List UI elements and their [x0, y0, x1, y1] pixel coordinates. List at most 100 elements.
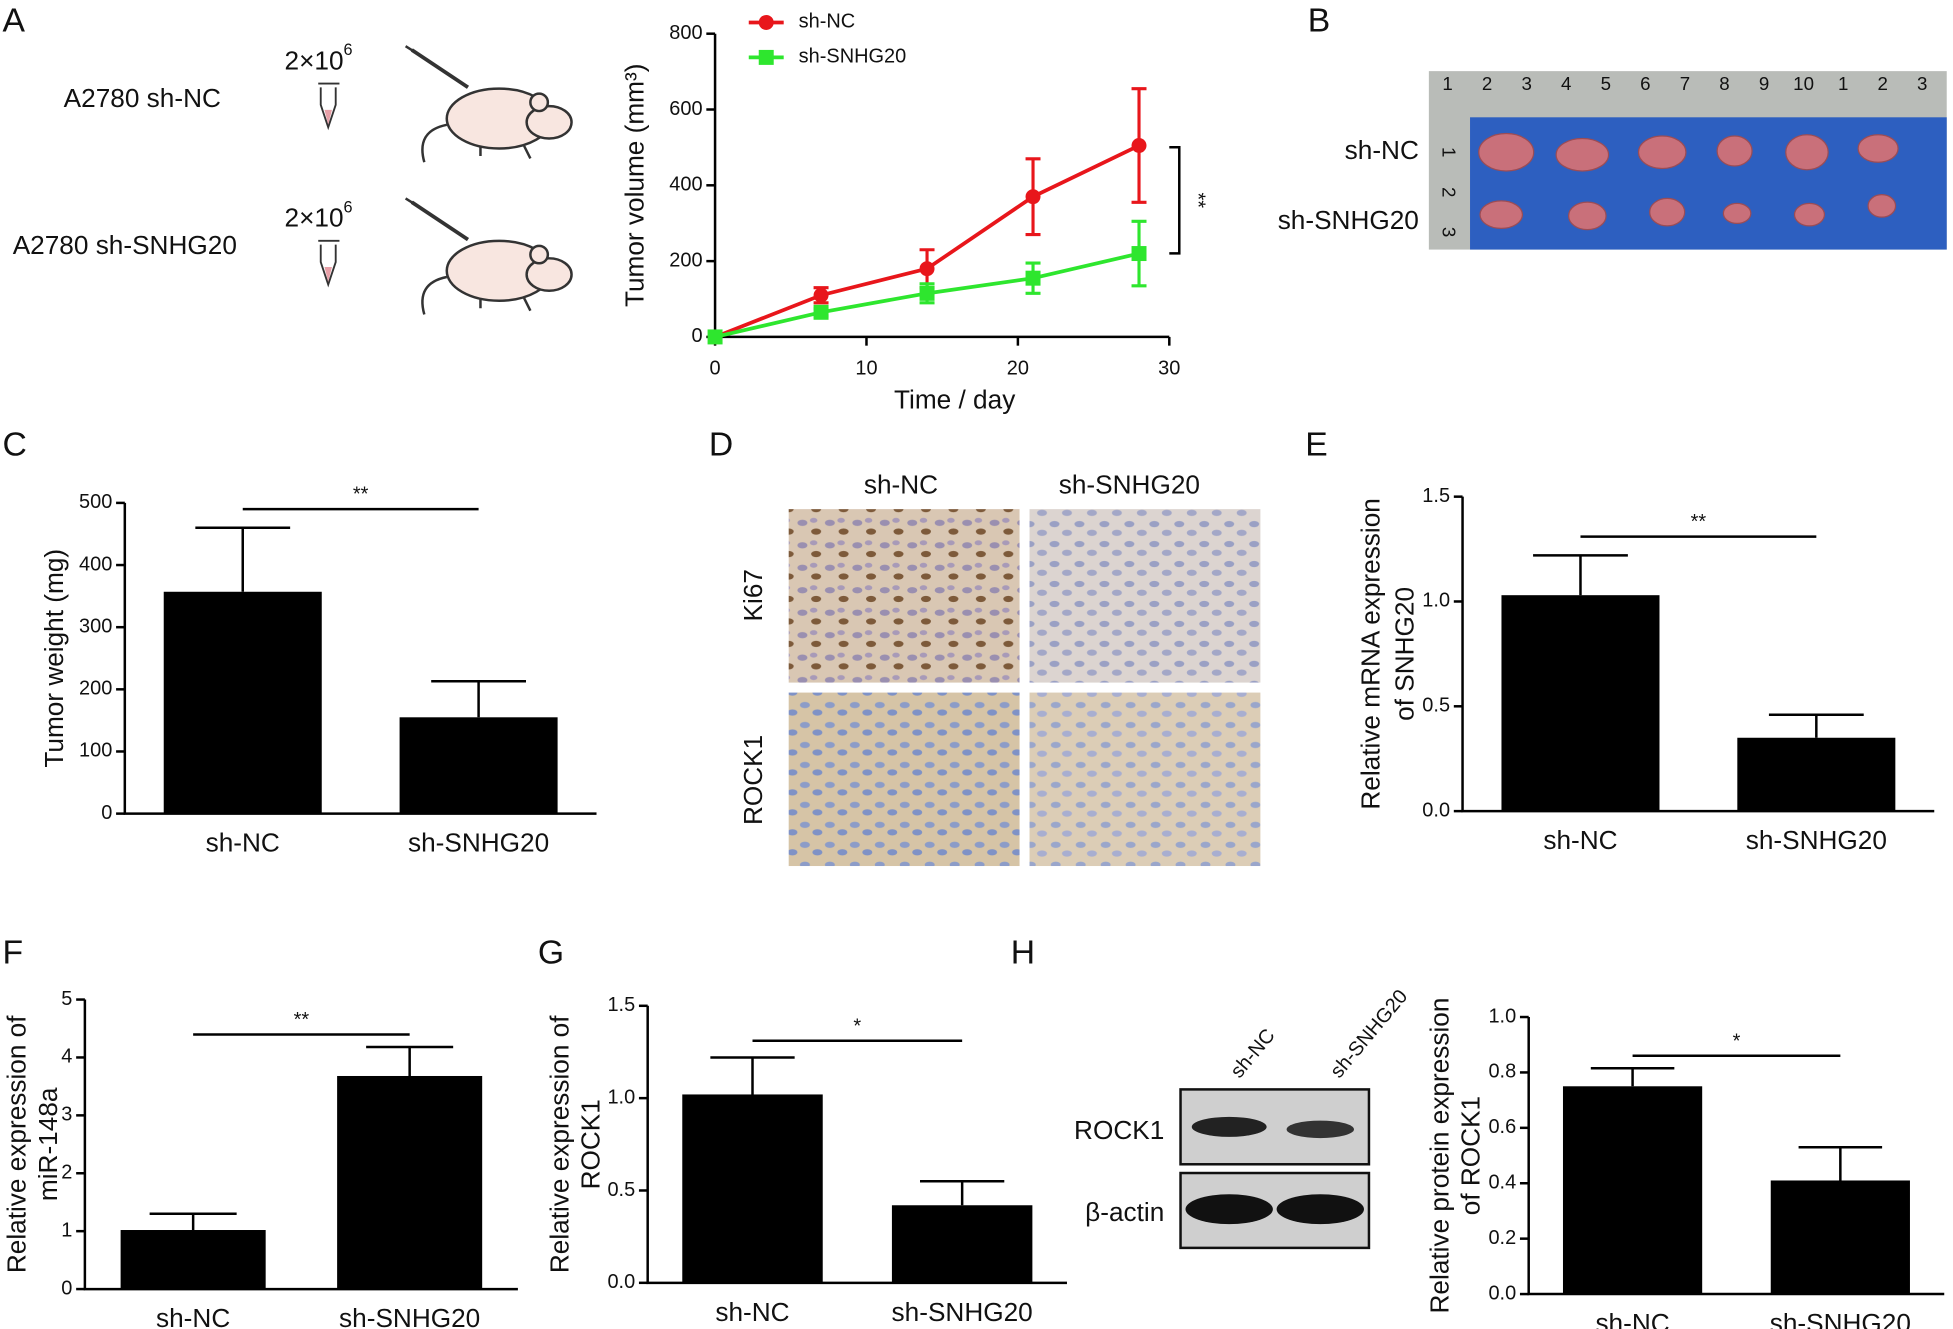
x-tick-label: sh-NC — [1595, 1308, 1669, 1329]
legend-label: sh-SNHG20 — [799, 46, 907, 68]
x-tick-label: sh-SNHG20 — [1770, 1308, 1911, 1329]
y-axis-label: Relative protein expression — [1424, 998, 1454, 1314]
y-tick-label: 0.2 — [1488, 1227, 1516, 1249]
ruler-number: 4 — [1561, 73, 1571, 94]
y-axis-label: of SNHG20 — [1389, 587, 1419, 721]
y-axis-label: ROCK1 — [576, 1099, 606, 1189]
ruler-number: 10 — [1793, 73, 1814, 94]
error-bar — [149, 1212, 237, 1231]
dose-base: 2×10 — [285, 203, 344, 233]
y-tick-label: 0 — [61, 1277, 72, 1299]
annotation: * — [1733, 1030, 1741, 1052]
ruler-numbers: 1 2 3 — [1439, 147, 1460, 237]
x-axis-label: Time / day — [894, 385, 1016, 415]
y-tick-label: 0.5 — [607, 1179, 635, 1201]
dose-base: 2×10 — [285, 45, 344, 75]
x-tick-label: 20 — [1007, 358, 1029, 380]
y-tick-label: 400 — [669, 174, 702, 196]
x-tick-label: sh-SNHG20 — [1746, 825, 1887, 855]
y-axis-label: miR-148a — [33, 1087, 63, 1201]
panel-label: B — [1308, 2, 1330, 39]
tumors — [1478, 132, 1899, 231]
ruler-number: 1 — [1442, 73, 1452, 94]
y-tick-label: 800 — [669, 22, 702, 44]
significance-bracket — [1169, 146, 1181, 255]
ruler-number: 1 — [1439, 147, 1460, 157]
y-tick-label: 200 — [669, 249, 702, 271]
bar — [891, 1205, 1033, 1283]
marker — [1025, 189, 1041, 205]
error-bar — [1590, 1067, 1675, 1087]
ruler-number: 3 — [1521, 73, 1531, 94]
bar — [399, 717, 558, 814]
y-tick-label: 5 — [61, 988, 72, 1010]
group-label: A2780 sh-SNHG20 — [13, 230, 237, 260]
lane-label: sh-NC — [1226, 1025, 1279, 1082]
error-bar — [431, 680, 526, 718]
legend-marker — [758, 49, 774, 65]
marker — [919, 261, 935, 277]
y-tick-label: 1.5 — [607, 994, 635, 1016]
y-tick-label: 1.5 — [1422, 485, 1450, 507]
marker — [1131, 246, 1147, 262]
y-tick-label: 0 — [101, 802, 112, 824]
marker — [919, 285, 935, 301]
bar — [682, 1094, 823, 1283]
panel-label: H — [1011, 935, 1035, 972]
panel-label: C — [3, 427, 27, 464]
blot — [1179, 1088, 1371, 1250]
x-tick-label: 30 — [1158, 358, 1180, 380]
row-label: Ki67 — [738, 569, 768, 621]
y-tick-label: 0 — [691, 325, 702, 347]
ruler-number: 2 — [1878, 73, 1888, 94]
dose: 2×106 — [285, 199, 353, 233]
ihc-image — [1029, 692, 1261, 867]
y-axis-label: Tumor weight (mg) — [39, 549, 69, 768]
ruler-number: 3 — [1439, 227, 1460, 237]
legend-marker — [758, 14, 774, 30]
panel-label: A — [3, 2, 26, 39]
panel-label: F — [3, 935, 24, 972]
column-label: sh-SNHG20 — [1059, 470, 1200, 500]
bar — [1770, 1180, 1910, 1295]
annotation: * — [853, 1015, 861, 1037]
ruler-number: 6 — [1640, 73, 1650, 94]
x-tick-label: 10 — [855, 358, 877, 380]
ruler-number: 7 — [1680, 73, 1690, 94]
bar — [1737, 737, 1896, 812]
marker — [707, 329, 723, 345]
y-axis-label: Relative mRNA expression — [1356, 498, 1386, 809]
dose-exponent: 6 — [344, 199, 353, 217]
ihc-image — [788, 509, 1020, 683]
series-line — [714, 143, 1140, 339]
panel-label: D — [709, 427, 733, 464]
bar — [163, 591, 322, 814]
ruler-number: 8 — [1719, 73, 1729, 94]
legend-label: sh-NC — [799, 11, 856, 33]
tube — [318, 82, 340, 288]
y-tick-label: 0.6 — [1488, 1116, 1516, 1138]
y-axis-label: Tumor volume (mm³) — [619, 64, 649, 307]
y-tick-label: 1.0 — [1488, 1005, 1516, 1027]
marker — [1131, 138, 1147, 153]
x-tick-label: sh-NC — [1543, 825, 1617, 855]
lane-label: sh-SNHG20 — [1326, 986, 1412, 1083]
marker — [813, 287, 829, 303]
marker — [1025, 270, 1041, 286]
error-bar — [1533, 554, 1628, 596]
row-label: sh-NC — [1345, 135, 1419, 165]
y-tick-label: 400 — [79, 553, 112, 575]
y-tick-label: 3 — [61, 1104, 72, 1126]
ruler-number: 5 — [1601, 73, 1611, 94]
dose-exponent: 6 — [344, 41, 353, 59]
marker — [813, 304, 829, 320]
y-tick-label: 0.4 — [1488, 1172, 1516, 1194]
y-tick-label: 0.0 — [1422, 799, 1450, 821]
ruler-number: 9 — [1759, 73, 1769, 94]
panel-label: E — [1305, 427, 1327, 464]
y-axis-label: of ROCK1 — [1455, 1096, 1485, 1215]
y-tick-label: 500 — [79, 491, 112, 513]
y-tick-label: 1.0 — [607, 1086, 635, 1108]
ihc-image — [788, 692, 1020, 867]
